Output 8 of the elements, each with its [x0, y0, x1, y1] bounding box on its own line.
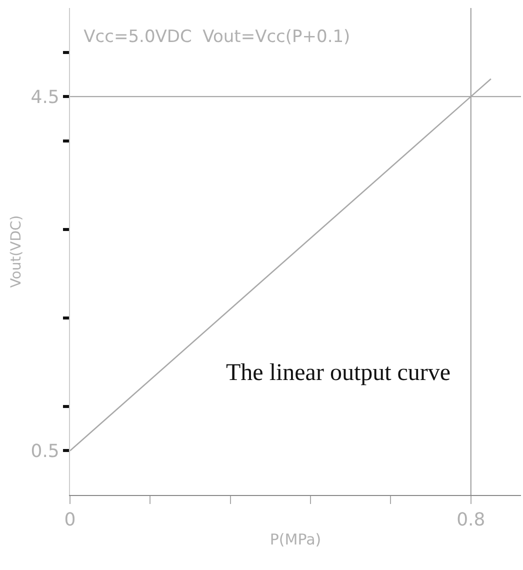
text: Vcc=5.0VDC Vout=Vcc(P+0.1) [84, 26, 350, 47]
y-tick-label: 4.5 [30, 86, 60, 108]
y-axis-title: Vout(VDC) [8, 215, 24, 288]
x-axis-title: P(MPa) [270, 530, 322, 549]
y-tick-label: 0.5 [30, 441, 60, 462]
annotation: The linear output curve [226, 360, 451, 386]
x-tick-label: 0 [64, 510, 76, 531]
x-tick-label: 0.8 [456, 510, 486, 531]
